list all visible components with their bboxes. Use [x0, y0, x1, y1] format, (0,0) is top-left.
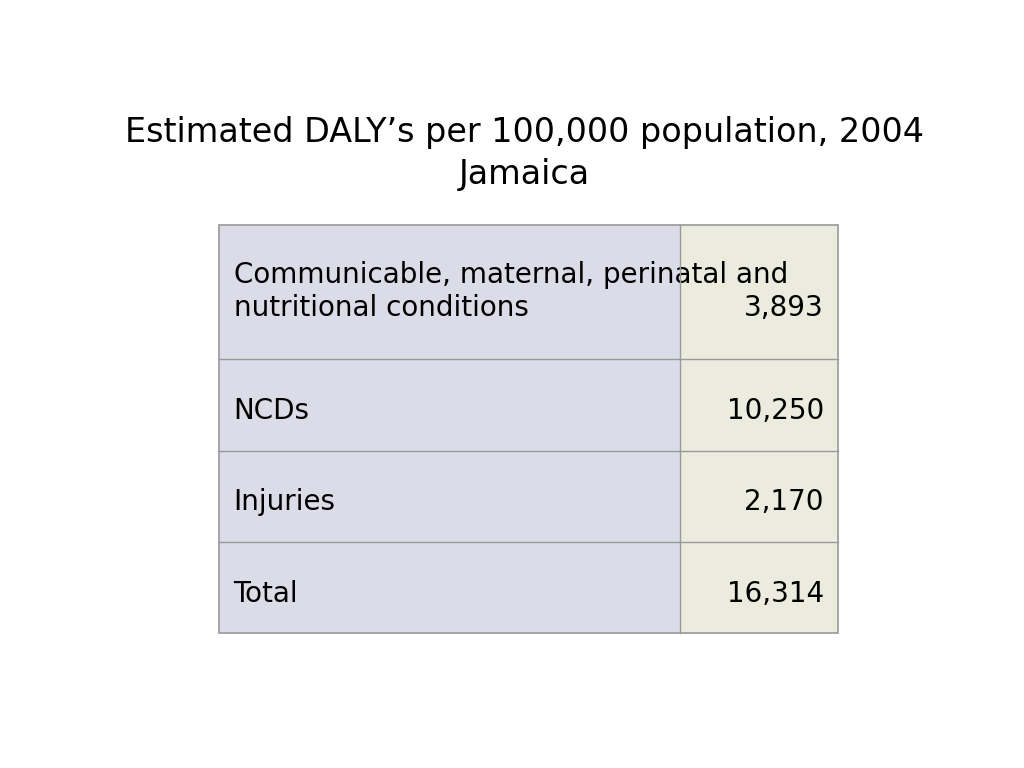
Text: Total: Total — [233, 580, 298, 607]
Text: NCDs: NCDs — [233, 397, 309, 425]
Text: 16,314: 16,314 — [727, 580, 824, 607]
Text: 10,250: 10,250 — [727, 397, 824, 425]
Text: 2,170: 2,170 — [744, 488, 824, 516]
Text: Injuries: Injuries — [233, 488, 336, 516]
Text: 3,893: 3,893 — [744, 293, 824, 322]
Text: Estimated DALY’s per 100,000 population, 2004
Jamaica: Estimated DALY’s per 100,000 population,… — [125, 116, 925, 191]
Text: Communicable, maternal, perinatal and
nutritional conditions: Communicable, maternal, perinatal and nu… — [233, 261, 787, 322]
